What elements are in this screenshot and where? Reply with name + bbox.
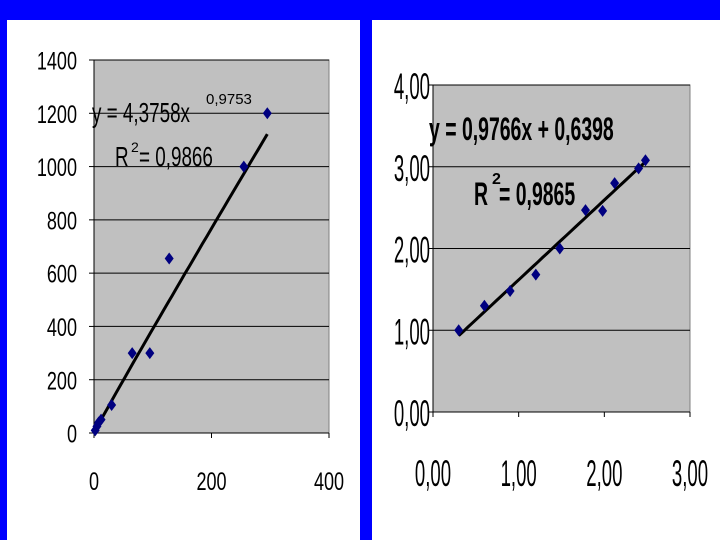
x-tick-label: 200	[196, 467, 226, 496]
y-tick-label: 0,00	[394, 393, 430, 435]
y-tick-label: 800	[47, 206, 77, 235]
power-trend-chart: 0 200 400 600 800 1000 1200 1400 0 200 400 y = 4,…	[37, 47, 344, 496]
data-point	[262, 107, 272, 120]
y-tick-label: 200	[47, 366, 77, 395]
data-point	[479, 299, 489, 312]
trendline	[457, 160, 647, 337]
x-tick-label: 400	[314, 467, 344, 496]
x-tick-label: 0,00	[415, 453, 451, 495]
r-squared-prefix: R	[115, 143, 129, 173]
data-point	[454, 324, 464, 337]
y-tick-label: 400	[47, 313, 77, 342]
data-point	[555, 242, 565, 255]
right-chart-panel: 0,00 1,00 2,00 3,00 4,00 0,00 1,00 2,00 3,00 y …	[372, 20, 720, 540]
data-point	[239, 160, 249, 173]
r-squared-superscript: 2	[492, 171, 501, 188]
data-point	[96, 413, 106, 426]
data-point	[145, 347, 155, 360]
data-point	[580, 204, 590, 217]
r-squared-prefix: R	[474, 176, 488, 212]
linear-trend-chart: 0,00 1,00 2,00 3,00 4,00 0,00 1,00 2,00 3,00 y …	[394, 66, 708, 495]
r-squared-value: = 0,9865	[499, 176, 575, 212]
x-tick-label: 3,00	[672, 453, 708, 495]
equation-exponent: 0,9753	[206, 91, 252, 108]
data-point	[531, 268, 541, 281]
r-squared-value: = 0,9866	[139, 143, 213, 173]
y-tick-label: 1200	[37, 100, 77, 129]
data-point	[598, 204, 608, 217]
x-tick-label: 0	[89, 467, 99, 496]
y-tick-label: 4,00	[394, 66, 430, 108]
data-point	[640, 154, 650, 167]
y-tick-label: 3,00	[394, 148, 430, 190]
r-squared-superscript: 2	[131, 139, 139, 155]
data-point	[164, 252, 174, 265]
x-tick-label: 1,00	[501, 453, 537, 495]
y-tick-label: 2,00	[394, 230, 430, 272]
y-tick-label: 1,00	[394, 312, 430, 354]
plot-area	[93, 59, 330, 434]
data-point	[610, 177, 620, 190]
y-tick-label: 1400	[37, 47, 77, 76]
x-tick-label: 2,00	[586, 453, 622, 495]
data-point	[634, 162, 644, 175]
data-point	[505, 285, 515, 298]
trendline	[92, 133, 269, 434]
equation-label: y = 0,9766x + 0,6398	[429, 111, 614, 147]
equation-label: y = 4,3758x	[92, 99, 190, 129]
y-tick-label: 1000	[37, 153, 77, 182]
y-tick-label: 0	[67, 420, 77, 449]
data-point	[107, 399, 117, 412]
left-chart-panel: 0 200 400 600 800 1000 1200 1400 0 200 400 y = 4,…	[7, 20, 360, 540]
y-tick-label: 600	[47, 260, 77, 289]
data-point	[127, 347, 137, 360]
